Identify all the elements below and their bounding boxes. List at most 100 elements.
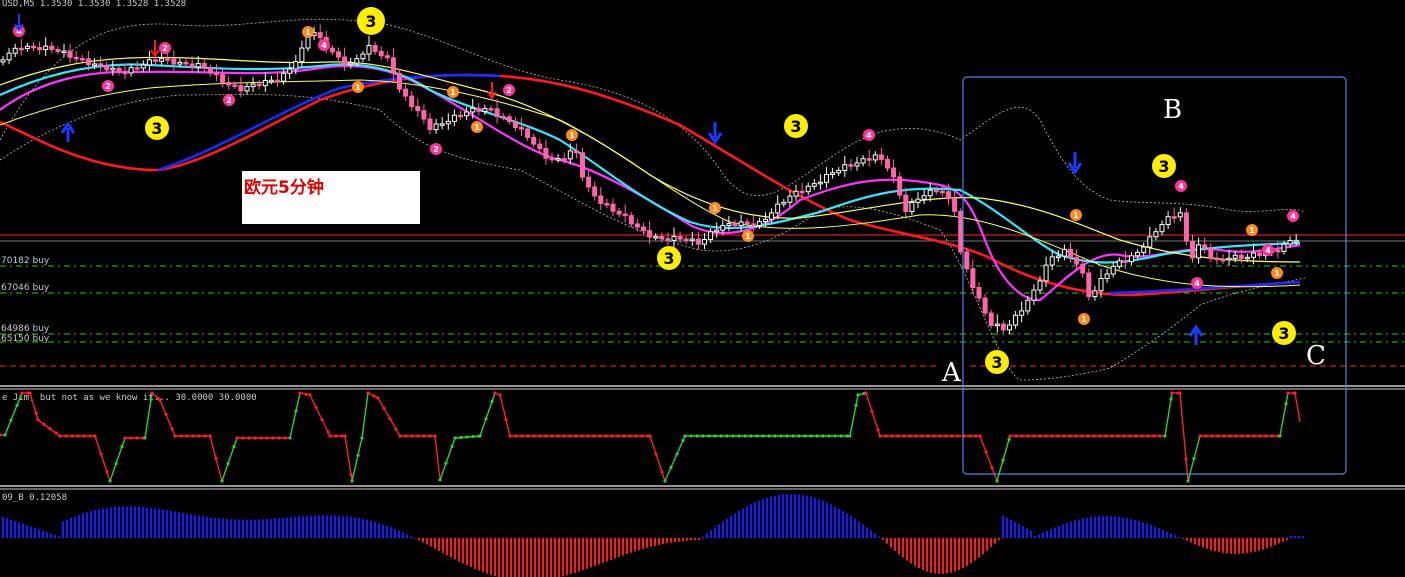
signal-marker: [503, 84, 515, 96]
histogram-bar: [1138, 521, 1140, 538]
histogram-bar: [858, 521, 860, 538]
histogram-bar: [498, 538, 500, 577]
histogram-bar: [822, 500, 824, 538]
oscillator-dot: [938, 434, 942, 438]
oscillator-dot: [864, 391, 868, 395]
histogram-bars: [2, 494, 1304, 577]
candle-body: [336, 51, 341, 58]
histogram-bar: [778, 494, 780, 538]
histogram-bar: [106, 507, 108, 538]
histogram-bar: [910, 538, 912, 564]
oscillator-dot: [568, 434, 572, 438]
histogram-bar: [166, 510, 168, 538]
histogram-bar: [118, 506, 120, 538]
histogram-bar: [310, 515, 312, 538]
candle-body: [409, 95, 415, 108]
oscillator-segment: [1294, 392, 1301, 423]
histogram-bar: [598, 538, 600, 565]
histogram-bar: [626, 538, 628, 555]
histogram-bar: [170, 510, 172, 538]
candle-body: [1092, 290, 1098, 298]
oscillator-dot: [944, 434, 948, 438]
oscillator-dot: [675, 452, 679, 456]
candle-body: [671, 235, 677, 241]
candle-body: [488, 108, 494, 111]
histogram-bar: [1110, 516, 1112, 538]
signal-marker-label: 1: [450, 88, 456, 97]
candle-body: [921, 195, 927, 200]
candle-body: [976, 287, 982, 299]
histogram-bar: [594, 538, 596, 566]
histogram-bar: [890, 538, 892, 548]
candle-body: [464, 111, 470, 117]
selection-box[interactable]: [962, 76, 1347, 475]
candle-body: [317, 32, 323, 39]
histogram-bar: [506, 538, 508, 577]
signal-marker-label: 4: [1194, 279, 1200, 288]
oscillator-dot: [731, 434, 735, 438]
oscillator-dot: [99, 452, 103, 456]
signal-marker: [447, 86, 459, 98]
oscillator-dot: [484, 417, 488, 421]
candle-body: [756, 221, 762, 227]
oscillator-dot: [1293, 391, 1297, 395]
histogram-bar: [1126, 518, 1128, 538]
histogram-bar: [606, 538, 608, 562]
signal-marker: [357, 7, 385, 35]
candle-body: [1202, 244, 1208, 249]
histogram-bar: [374, 521, 376, 538]
histogram-bar: [1086, 517, 1088, 538]
histogram-bar: [298, 516, 300, 538]
candle-body: [390, 57, 396, 74]
signal-marker-label: 4: [321, 41, 327, 50]
histogram-bar: [698, 538, 700, 540]
signal-marker-label: 4: [16, 27, 22, 36]
oscillator-dot: [755, 434, 759, 438]
oscillator-dot: [616, 434, 620, 438]
candle-body: [939, 190, 945, 194]
candle-body: [445, 120, 451, 125]
oscillator-dot: [410, 434, 414, 438]
oscillator-dot: [294, 409, 298, 413]
candle-body: [915, 198, 921, 204]
candle-body: [1037, 280, 1043, 291]
candle-body: [586, 176, 592, 188]
histogram-bar: [398, 530, 400, 538]
histogram-bar: [530, 538, 532, 577]
candle-body: [37, 47, 43, 51]
histogram-bar: [114, 506, 116, 538]
oscillator-dot: [902, 434, 906, 438]
histogram-bar: [1174, 535, 1176, 538]
oscillator-dot: [926, 434, 930, 438]
histogram-bar: [442, 538, 444, 554]
oscillator-dot: [82, 434, 86, 438]
histogram-bar: [802, 494, 804, 538]
oscillator-dot: [622, 434, 626, 438]
oscillator-dot: [950, 434, 954, 438]
main-price-pane: USD,M5 1.3530 1.3530 1.3528 1.3528 70182…: [0, 0, 1405, 388]
histogram-bar: [158, 508, 160, 538]
histogram-bar: [846, 513, 848, 538]
histogram-bar: [1214, 538, 1216, 552]
oscillator-line: [0, 391, 1301, 483]
histogram-bar: [90, 511, 92, 538]
level-label-3: 64986 buy: [1, 324, 50, 334]
signal-marker: [985, 350, 1009, 374]
oscillator-dot: [1284, 402, 1288, 406]
ma-cyan: [0, 63, 1301, 264]
candle-body: [933, 189, 939, 193]
histogram-bar: [1094, 516, 1096, 538]
oscillator-dot: [123, 436, 127, 440]
oscillator-dot: [1074, 434, 1078, 438]
signal-marker: [302, 26, 314, 38]
signal-marker-label: 2: [162, 44, 168, 53]
candle-body: [207, 67, 213, 74]
oscillator-dot: [634, 434, 638, 438]
oscillator-dot: [1062, 434, 1066, 438]
candle-body: [1129, 255, 1134, 263]
oscillator-dot: [1146, 434, 1150, 438]
histogram-bar: [750, 504, 752, 538]
candle-body: [897, 176, 903, 196]
signal-marker: [145, 116, 169, 140]
candle-body: [12, 47, 18, 54]
